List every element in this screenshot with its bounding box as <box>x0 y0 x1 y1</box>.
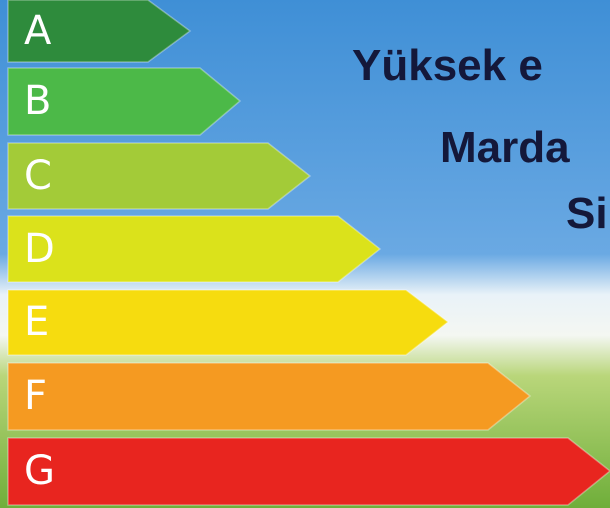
rating-label: G <box>24 448 55 494</box>
heading-line: Marda <box>440 123 570 172</box>
heading-line: Si <box>566 189 608 238</box>
rating-arrow <box>8 438 610 505</box>
heading-line: Yüksek e <box>352 41 543 90</box>
rating-label: D <box>24 226 55 272</box>
page: Yüksek e Marda Si A B C D E F G (() => {… <box>0 0 610 508</box>
rating-arrow <box>8 143 310 209</box>
rating-label: B <box>24 78 51 124</box>
rating-arrow <box>8 363 530 430</box>
rating-arrow <box>8 290 448 355</box>
energy-label-graphic: Yüksek e Marda Si A B C D E F G <box>0 0 610 508</box>
rating-arrow <box>8 216 380 282</box>
rating-label: F <box>24 373 47 419</box>
rating-label: E <box>24 299 49 345</box>
rating-label: C <box>24 153 52 199</box>
rating-label: A <box>24 8 52 54</box>
